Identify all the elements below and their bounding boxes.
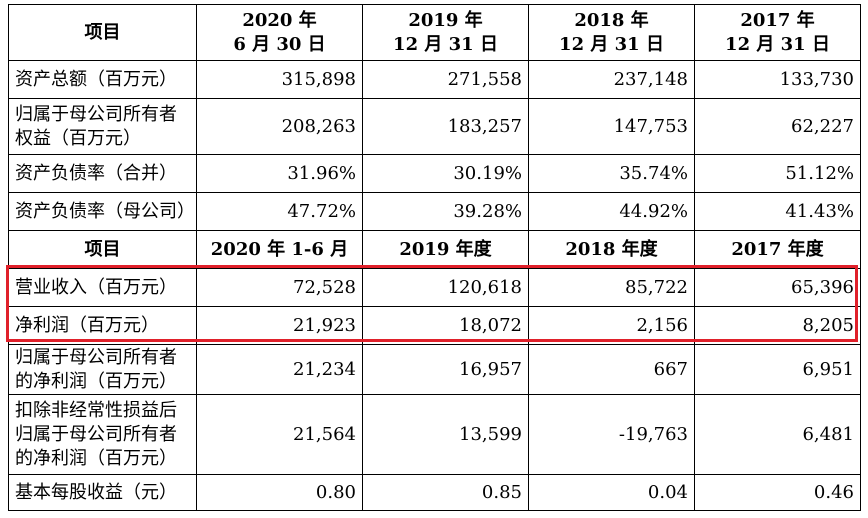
header-col-2017: 2017 年度 bbox=[694, 230, 861, 269]
header-col-2018: 2018 年度 bbox=[528, 230, 695, 269]
cell-value: 16,957 bbox=[362, 344, 529, 395]
table-row: 净利润（百万元） 21,923 18,072 2,156 8,205 bbox=[8, 306, 861, 345]
cell-value: 315,898 bbox=[196, 60, 363, 99]
row-label: 资产负债率（合并） bbox=[8, 154, 197, 193]
cell-value: 72,528 bbox=[196, 268, 363, 307]
cell-value: 147,753 bbox=[528, 98, 695, 155]
cell-value: 2,156 bbox=[528, 306, 695, 345]
cell-value: 18,072 bbox=[362, 306, 529, 345]
header-col-2020-h1: 2020 年 1-6 月 bbox=[196, 230, 363, 269]
row-label: 营业收入（百万元） bbox=[8, 268, 197, 307]
row-label: 净利润（百万元） bbox=[8, 306, 197, 345]
cell-value: 237,148 bbox=[528, 60, 695, 99]
table-row: 资产负债率（母公司） 47.72% 39.28% 44.92% 41.43% bbox=[8, 192, 861, 231]
table-row: 归属于母公司所有者 权益（百万元） 208,263 183,257 147,753… bbox=[8, 98, 861, 155]
cell-value: 6,951 bbox=[694, 344, 861, 395]
table-row: 资产负债率（合并） 31.96% 30.19% 35.74% 51.12% bbox=[8, 154, 861, 193]
cell-value: 0.80 bbox=[196, 474, 363, 511]
cell-value: 31.96% bbox=[196, 154, 363, 193]
cell-value: 8,205 bbox=[694, 306, 861, 345]
cell-value: 30.19% bbox=[362, 154, 529, 193]
cell-value: 13,599 bbox=[362, 394, 529, 475]
cell-value: 44.92% bbox=[528, 192, 695, 231]
cell-value: 0.46 bbox=[694, 474, 861, 511]
header-row-income: 项目 2020 年 1-6 月 2019 年度 2018 年度 2017 年度 bbox=[8, 230, 861, 269]
table-row: 基本每股收益（元） 0.80 0.85 0.04 0.46 bbox=[8, 474, 861, 511]
cell-value: 21,923 bbox=[196, 306, 363, 345]
cell-value: 51.12% bbox=[694, 154, 861, 193]
table-row: 营业收入（百万元） 72,528 120,618 85,722 65,396 bbox=[8, 268, 861, 307]
cell-value: 271,558 bbox=[362, 60, 529, 99]
cell-value: 65,396 bbox=[694, 268, 861, 307]
cell-value: 120,618 bbox=[362, 268, 529, 307]
header-label: 项目 bbox=[8, 230, 197, 269]
cell-value: 0.85 bbox=[362, 474, 529, 511]
table-row: 扣除非经常性损益后 归属于母公司所有者 的净利润（百万元） 21,564 13,59… bbox=[8, 394, 861, 475]
header-col-2019: 2019 年 12 月 31 日 bbox=[362, 4, 529, 61]
header-col-2018: 2018 年 12 月 31 日 bbox=[528, 4, 695, 61]
row-label: 基本每股收益（元） bbox=[8, 474, 197, 511]
row-label: 归属于母公司所有者 权益（百万元） bbox=[8, 98, 197, 155]
cell-value: 21,234 bbox=[196, 344, 363, 395]
table-row: 资产总额（百万元） 315,898 271,558 237,148 133,73… bbox=[8, 60, 861, 99]
header-col-2019: 2019 年度 bbox=[362, 230, 529, 269]
cell-value: 47.72% bbox=[196, 192, 363, 231]
row-label: 资产负债率（母公司） bbox=[8, 192, 197, 231]
cell-value: 208,263 bbox=[196, 98, 363, 155]
row-label: 资产总额（百万元） bbox=[8, 60, 197, 99]
cell-value: 35.74% bbox=[528, 154, 695, 193]
cell-value: 39.28% bbox=[362, 192, 529, 231]
cell-value: 0.04 bbox=[528, 474, 695, 511]
cell-value: 21,564 bbox=[196, 394, 363, 475]
header-label: 项目 bbox=[8, 4, 197, 61]
row-label: 扣除非经常性损益后 归属于母公司所有者 的净利润（百万元） bbox=[8, 394, 197, 475]
cell-value: 85,722 bbox=[528, 268, 695, 307]
cell-value: 62,227 bbox=[694, 98, 861, 155]
cell-value: 183,257 bbox=[362, 98, 529, 155]
cell-value: 41.43% bbox=[694, 192, 861, 231]
row-label: 归属于母公司所有者 的净利润（百万元） bbox=[8, 344, 197, 395]
cell-value: 133,730 bbox=[694, 60, 861, 99]
table-row: 归属于母公司所有者 的净利润（百万元） 21,234 16,957 667 6,9… bbox=[8, 344, 861, 395]
header-col-2017: 2017 年 12 月 31 日 bbox=[694, 4, 861, 61]
cell-value: -19,763 bbox=[528, 394, 695, 475]
cell-value: 667 bbox=[528, 344, 695, 395]
cell-value: 6,481 bbox=[694, 394, 861, 475]
